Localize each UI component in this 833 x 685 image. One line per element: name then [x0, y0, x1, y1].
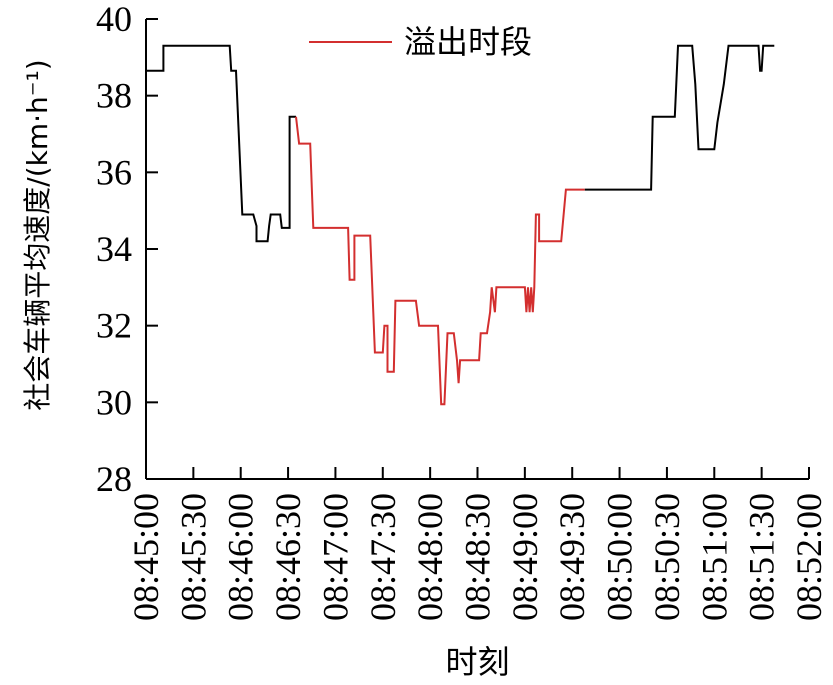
y-tick-label: 28 [96, 459, 132, 499]
x-tick-label: 08:49:30 [552, 493, 592, 621]
y-tick-label: 36 [96, 152, 132, 192]
x-tick-label: 08:45:30 [173, 493, 213, 621]
series-layer [146, 44, 775, 406]
x-tick-label: 08:52:00 [789, 493, 829, 621]
x-tick-label: 08:45:00 [126, 493, 166, 621]
x-tick-label: 08:49:00 [505, 493, 545, 621]
legend: 溢出时段 [309, 23, 532, 61]
x-tick-label: 08:51:00 [694, 493, 734, 621]
x-axis-label: 时刻 [445, 643, 509, 681]
x-tick-label: 08:46:00 [221, 493, 261, 621]
y-tick-label: 38 [96, 76, 132, 116]
y-tick-label: 40 [96, 0, 132, 39]
y-axis-label: 社会车辆平均速度/(km·h⁻¹) [21, 59, 54, 410]
y-axis-ticks: 28 30 32 34 36 38 40 [96, 0, 158, 499]
series-line-normal_after [584, 44, 775, 191]
x-tick-label: 08:46:30 [268, 493, 308, 621]
x-tick-label: 08:48:30 [458, 493, 498, 621]
x-tick-label: 08:47:30 [363, 493, 403, 621]
series-line-overflow [295, 116, 585, 406]
y-tick-label: 34 [96, 229, 132, 269]
x-tick-label: 08:47:00 [315, 493, 355, 621]
legend-label-overflow: 溢出时段 [404, 23, 532, 61]
y-tick-label: 30 [96, 382, 132, 422]
series-line-normal_before [146, 44, 296, 243]
x-tick-label: 08:50:30 [647, 493, 687, 621]
x-tick-label: 08:48:00 [410, 493, 450, 621]
axes [145, 19, 809, 480]
y-tick-label: 32 [96, 306, 132, 346]
x-axis-ticks: 08:45:00 08:45:30 08:46:00 08:46:30 08:47:00… [126, 467, 829, 621]
x-tick-label: 08:51:30 [742, 493, 782, 621]
x-tick-label: 08:50:00 [600, 493, 640, 621]
